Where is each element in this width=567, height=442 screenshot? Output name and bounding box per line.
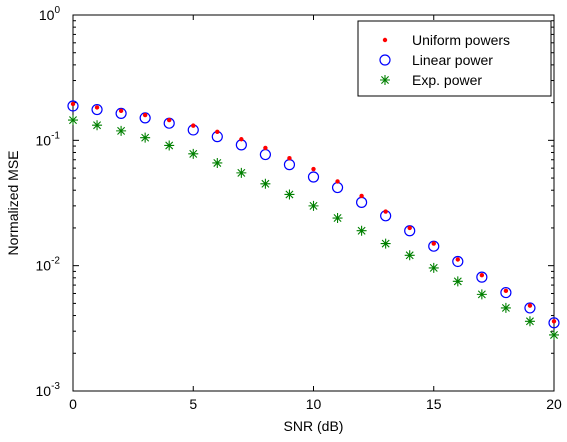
legend-label: Uniform powers — [412, 32, 510, 48]
y-tick-label: 10-1 — [36, 130, 61, 148]
x-tick-label: 5 — [189, 396, 197, 412]
data-point — [500, 302, 511, 313]
legend: Uniform powers Linear power Exp. power — [357, 20, 552, 97]
legend-label: Linear power — [412, 52, 493, 68]
data-point — [307, 171, 320, 183]
data-point — [476, 289, 487, 300]
data-point — [260, 178, 271, 189]
data-point — [92, 120, 103, 131]
data-point — [356, 225, 367, 236]
data-point — [116, 125, 127, 136]
x-axis-label: SNR (dB) — [284, 418, 344, 434]
data-point — [503, 288, 509, 294]
data-point — [68, 115, 78, 126]
data-point — [164, 140, 175, 151]
data-point — [428, 240, 440, 252]
legend-marker — [382, 37, 388, 43]
data-point — [383, 209, 388, 214]
data-point — [215, 129, 220, 134]
data-point — [335, 179, 340, 184]
data-point — [332, 213, 343, 224]
data-point — [142, 112, 148, 118]
data-point — [263, 145, 268, 151]
data-point — [431, 241, 436, 246]
data-point — [311, 166, 316, 172]
data-point — [287, 156, 292, 161]
y-tick-label: 100 — [39, 5, 61, 23]
data-point — [524, 302, 536, 314]
data-point — [115, 107, 127, 120]
data-point — [94, 105, 100, 110]
data-point — [548, 317, 560, 329]
legend-marker — [380, 75, 390, 85]
data-point — [91, 103, 103, 116]
data-point — [284, 189, 295, 200]
data-point — [407, 225, 412, 231]
axis-ticks: 0 5 10 15 20 10-3 10-2 10-1 100 — [36, 5, 562, 412]
data-point — [452, 255, 464, 268]
data-point — [549, 329, 559, 340]
x-tick-label: 20 — [546, 396, 562, 412]
data-marks — [67, 100, 560, 340]
data-point — [239, 137, 244, 142]
legend-marker — [379, 54, 391, 66]
data-point — [452, 276, 463, 287]
legend-label: Exp. power — [412, 72, 482, 88]
data-point — [500, 286, 512, 299]
data-point — [551, 319, 557, 324]
data-point — [476, 271, 488, 283]
x-tick-label: 15 — [426, 396, 442, 412]
data-point — [524, 316, 535, 327]
data-point — [140, 132, 151, 143]
data-point — [380, 238, 391, 249]
data-point — [118, 108, 124, 114]
data-point — [404, 250, 415, 261]
x-tick-label: 10 — [306, 396, 322, 412]
data-point — [479, 272, 485, 278]
y-axis-label: Normalized MSE — [5, 150, 21, 255]
x-tick-label: 0 — [69, 396, 77, 412]
data-point — [67, 100, 79, 112]
data-point — [70, 101, 76, 107]
data-point — [188, 148, 199, 159]
data-point — [308, 200, 319, 211]
data-point — [428, 262, 439, 273]
data-point — [191, 123, 196, 128]
y-tick-label: 10-2 — [36, 256, 61, 274]
data-point — [167, 117, 172, 123]
data-point — [404, 225, 416, 237]
y-tick-label: 10-3 — [36, 381, 61, 399]
data-point — [527, 303, 533, 308]
data-point — [212, 157, 223, 168]
data-point — [455, 257, 460, 262]
data-point — [359, 193, 364, 199]
data-point — [236, 167, 247, 178]
